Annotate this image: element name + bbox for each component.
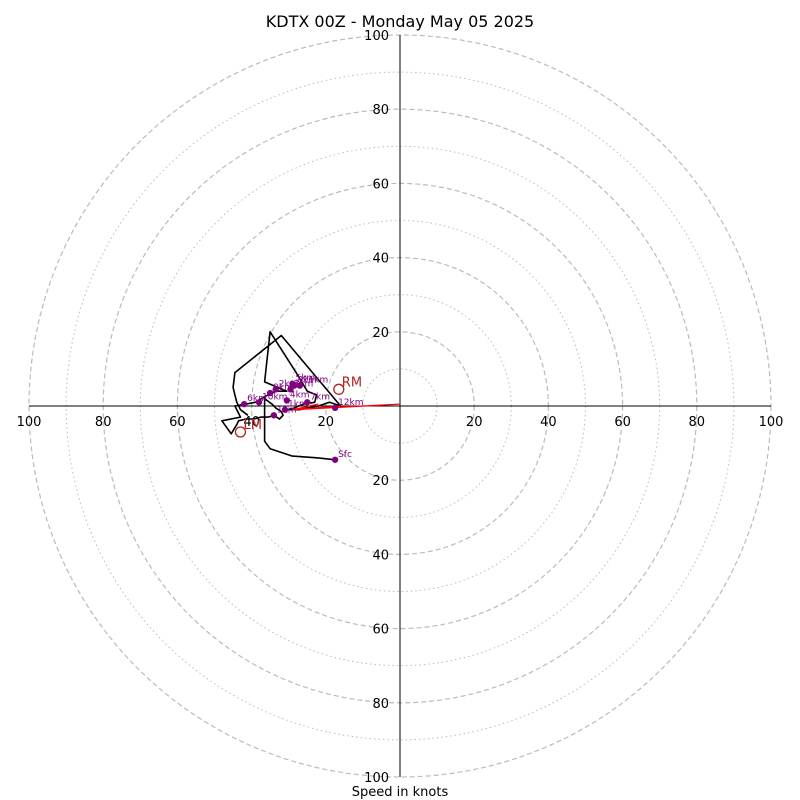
height-marker-label: 7km bbox=[310, 392, 330, 402]
storm-motion-marker bbox=[234, 426, 247, 438]
height-marker bbox=[240, 400, 248, 408]
storm-motions: RM LM bbox=[234, 375, 362, 438]
axes bbox=[29, 35, 771, 777]
height-marker-label: 9km bbox=[273, 383, 293, 393]
height-marker bbox=[266, 389, 274, 397]
y-tick-label: 20 bbox=[372, 474, 389, 489]
storm-motion-marker bbox=[333, 383, 345, 395]
height-marker-label: 10km bbox=[262, 392, 287, 402]
x-tick-label: 20 bbox=[318, 415, 335, 430]
y-tick-label: 60 bbox=[372, 623, 389, 638]
height-marker-label: 5km bbox=[295, 374, 315, 384]
height-marker bbox=[291, 382, 298, 389]
y-tick-label: 100 bbox=[364, 771, 389, 786]
x-tick-label: 60 bbox=[614, 415, 631, 430]
y-tick-label: 100 bbox=[364, 29, 389, 44]
x-tick-label: 80 bbox=[689, 415, 706, 430]
height-marker bbox=[281, 406, 289, 413]
height-marker bbox=[270, 412, 278, 419]
storm-motion-label: RM bbox=[342, 375, 362, 390]
x-tick-label: 80 bbox=[95, 415, 112, 430]
height-marker bbox=[272, 386, 279, 393]
x-axis-label: Speed in knots bbox=[352, 785, 449, 800]
y-tick-label: 80 bbox=[372, 697, 389, 712]
height-marker bbox=[255, 399, 263, 406]
y-tick-label: 60 bbox=[372, 177, 389, 192]
height-marker-label: 12km bbox=[338, 398, 363, 408]
hodograph-line bbox=[221, 330, 342, 461]
height-marker-label: 8km bbox=[297, 376, 317, 386]
x-tick-label: 40 bbox=[540, 415, 557, 430]
height-marker-label: 4km bbox=[290, 390, 310, 400]
height-marker-label: 1km bbox=[288, 400, 308, 410]
height-marker bbox=[331, 404, 339, 412]
x-tick-label: 60 bbox=[169, 415, 186, 430]
y-tick-label: 40 bbox=[372, 252, 389, 267]
storm-motion-label: LM bbox=[243, 418, 261, 433]
y-tick-label: 20 bbox=[372, 326, 389, 341]
height-marker bbox=[283, 397, 291, 404]
height-marker-label: Sfc bbox=[338, 450, 352, 460]
y-tick-label: 40 bbox=[372, 548, 389, 563]
height-marker bbox=[296, 382, 304, 389]
height-marker-label: 2km bbox=[279, 379, 299, 389]
x-tick-label: 100 bbox=[759, 415, 784, 430]
x-tick-label: 20 bbox=[466, 415, 483, 430]
height-marker bbox=[331, 456, 339, 463]
chart-title: KDTX 00Z - Monday May 05 2025 bbox=[266, 12, 534, 31]
x-tick-label: 100 bbox=[17, 415, 42, 430]
height-marker-label: 11km bbox=[303, 376, 328, 386]
y-tick-label: 80 bbox=[372, 103, 389, 118]
hodograph-trace bbox=[221, 330, 342, 461]
height-marker-label: 6km bbox=[247, 394, 267, 404]
height-marker-label: 3km bbox=[294, 379, 314, 389]
shear-vector bbox=[292, 403, 319, 411]
height-marker bbox=[304, 399, 311, 406]
tick-labels: 100 80 60 40 20 20 40 60 80 100100806040202040608… bbox=[17, 29, 784, 786]
